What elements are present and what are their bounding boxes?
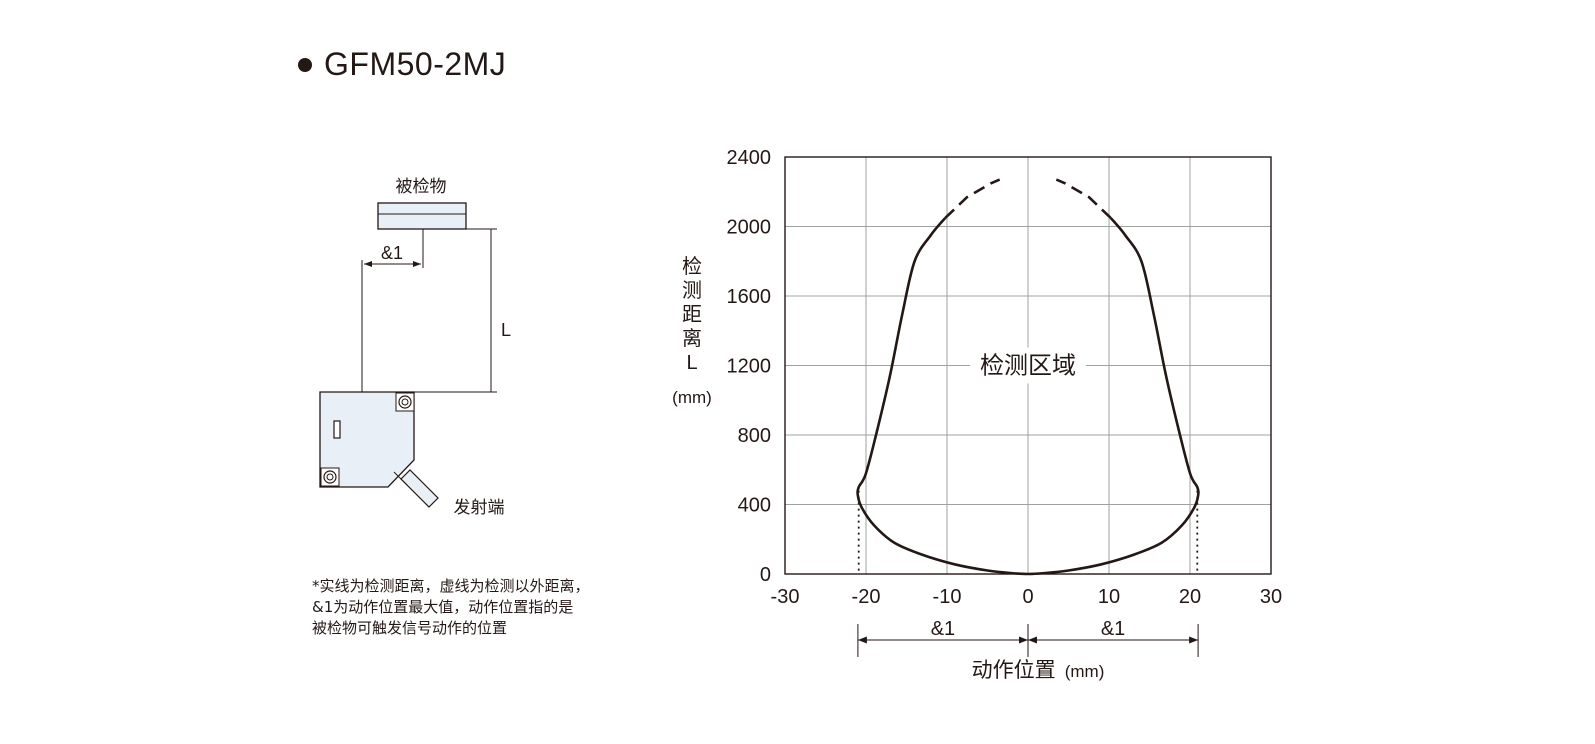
span-dimension: &1 &1 (857, 618, 1199, 657)
emitter-label: 发射端 (454, 498, 505, 518)
screw-top-right-icon (395, 392, 415, 412)
y-tick-label: 1600 (727, 286, 772, 308)
y-axis-label-char: L (686, 352, 697, 374)
offset-arrow-left-icon (364, 261, 372, 267)
y-tick-label: 400 (738, 495, 771, 517)
y-tick-label: 2400 (727, 147, 772, 169)
target-object (377, 202, 467, 230)
x-axis-label-text: 动作位置 (972, 658, 1056, 682)
x-tick-label: 30 (1260, 586, 1282, 608)
x-tick-label: -30 (771, 586, 800, 608)
x-tick-label: 0 (1022, 586, 1033, 608)
span-arrow-left-icon (857, 636, 867, 644)
span-arrow-center-right-icon (1028, 636, 1037, 644)
offset-arrow-right-icon (413, 261, 421, 267)
series-dashed-line (1055, 178, 1112, 219)
ticks-layer: -30 -20 -10 0 10 20 30 0 400 800 1200 1600 2000 2400 (727, 147, 1283, 608)
cable-joint (393, 471, 408, 486)
distance-label: L (501, 320, 511, 340)
x-axis-label: 动作位置 (mm) (972, 658, 1105, 682)
x-tick-label: 10 (1098, 586, 1120, 608)
span-label: &1 (931, 618, 955, 640)
x-tick-label: 20 (1179, 586, 1201, 608)
sensor-body (319, 391, 415, 488)
series-dashed-line (944, 178, 1001, 219)
y-axis-label-char: 检 (682, 254, 702, 278)
note-line-3: 被检物可触发信号动作的位置 (312, 619, 508, 637)
y-axis-label-char: 距 (682, 302, 702, 326)
note-line-1: *实线为检测距离，虚线为检测以外距离， (312, 577, 590, 595)
sensor-diagram: 被检物 &1 L 发射端 (319, 177, 511, 518)
x-tick-label: -20 (852, 586, 881, 608)
sensor-cable (400, 469, 439, 508)
object-label: 被检物 (396, 177, 447, 197)
screw-bottom-left-icon (320, 467, 340, 487)
sensor-indicator (333, 420, 341, 439)
y-axis-unit: (mm) (672, 388, 712, 407)
note-line-2: &1为动作位置最大值，动作位置指的是 (312, 598, 574, 616)
offset-label: &1 (381, 243, 403, 263)
series-solid-line (856, 216, 1200, 576)
title-row: GFM50-2MJ (298, 46, 506, 83)
region-label: 检测区域 (980, 352, 1076, 380)
span-arrow-center-left-icon (1019, 636, 1028, 644)
bullet-icon (298, 57, 312, 72)
page-title: GFM50-2MJ (324, 46, 507, 82)
y-tick-label: 0 (760, 564, 771, 586)
x-tick-label: -10 (933, 586, 962, 608)
span-label: &1 (1101, 618, 1125, 640)
y-tick-label: 2000 (727, 217, 772, 239)
series-layer (856, 178, 1200, 576)
region-label-background (970, 347, 1086, 384)
y-axis-label-char: 测 (682, 278, 702, 302)
span-arrow-right-icon (1189, 636, 1199, 644)
y-tick-label: 1200 (727, 356, 772, 378)
x-axis-unit: (mm) (1065, 662, 1105, 681)
y-tick-label: 800 (738, 425, 771, 447)
y-axis-label-char: 离 (682, 326, 702, 350)
